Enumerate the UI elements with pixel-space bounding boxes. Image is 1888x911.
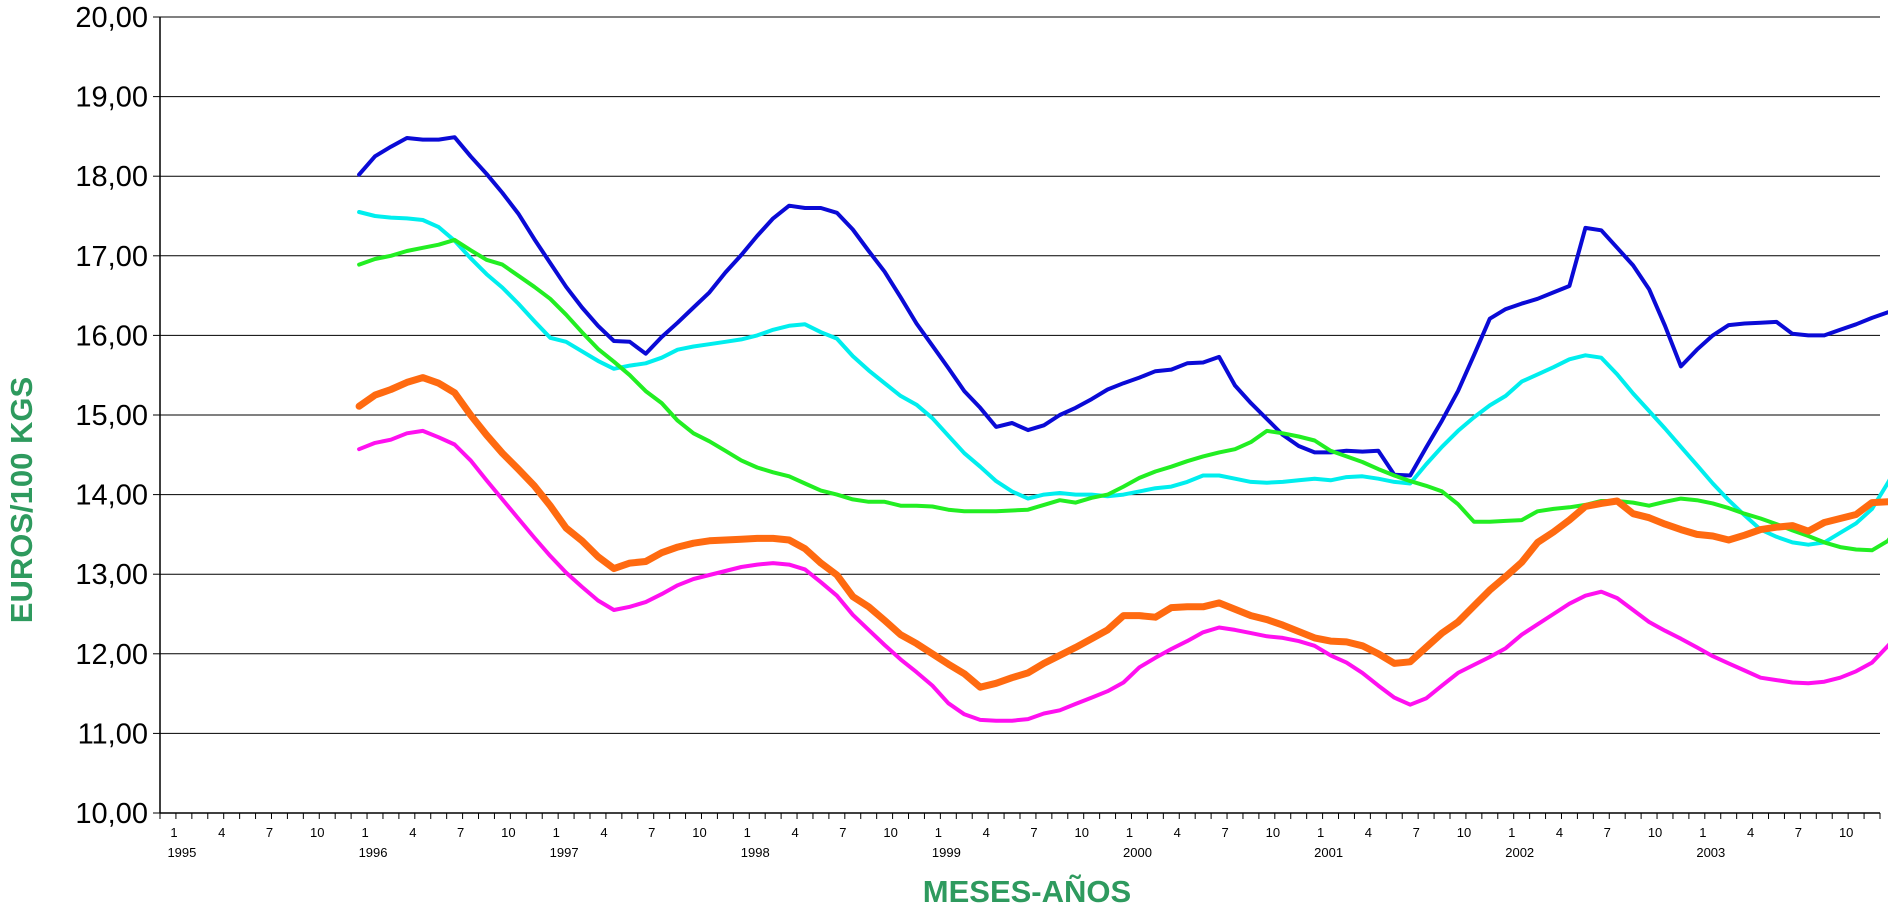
x-month-label: 7 — [266, 825, 273, 840]
x-month-label: 10 — [1839, 825, 1853, 840]
x-year-label: 2003 — [1696, 845, 1725, 860]
x-month-label: 1 — [553, 825, 560, 840]
gridlines — [160, 16, 1880, 814]
x-month-label: 7 — [1413, 825, 1420, 840]
y-axis-title: EUROS/100 KGS — [4, 377, 39, 623]
x-month-label: 4 — [983, 825, 990, 840]
x-month-label: 7 — [648, 825, 655, 840]
x-month-label: 4 — [1365, 825, 1372, 840]
x-month-label: 10 — [310, 825, 324, 840]
y-tick-label: 11,00 — [78, 718, 148, 750]
x-month-label: 10 — [501, 825, 515, 840]
x-axis-title: MESES-AÑOS — [923, 874, 1131, 909]
x-month-label: 1 — [1126, 825, 1133, 840]
x-month-label: 7 — [1604, 825, 1611, 840]
x-month-label: 7 — [1795, 825, 1802, 840]
series-line-1 — [357, 135, 1888, 478]
x-year-label: 1998 — [741, 845, 770, 860]
y-tick-label: 14,00 — [75, 480, 148, 512]
series-line-3 — [357, 237, 1888, 553]
series-lines — [355, 135, 1888, 723]
x-year-label: 2001 — [1314, 845, 1343, 860]
x-month-label: 10 — [692, 825, 706, 840]
x-month-label: 10 — [1266, 825, 1280, 840]
x-month-label: 4 — [218, 825, 225, 840]
x-year-label: 1996 — [359, 845, 388, 860]
x-year-label: 2002 — [1505, 845, 1534, 860]
x-month-label: 10 — [883, 825, 897, 840]
x-month-label: 1 — [935, 825, 942, 840]
x-month-label: 1 — [170, 825, 177, 840]
x-month-label: 10 — [1075, 825, 1089, 840]
x-month-label: 7 — [1030, 825, 1037, 840]
y-axis-ticks: 10,00 11,00 12,00 13,00 14,00 15,00 16,00 17,00… — [75, 2, 160, 830]
x-month-label: 10 — [1457, 825, 1471, 840]
y-tick-label: 16,00 — [75, 320, 148, 352]
x-month-label: 1 — [1508, 825, 1515, 840]
y-tick-label: 12,00 — [75, 639, 148, 671]
x-month-label: 1 — [1317, 825, 1324, 840]
x-month-label: 7 — [457, 825, 464, 840]
x-axis-ticks: 1 4 7 10 1995 1 4 7 10 1996 1 4 7 10 1997 1 4 7 10 1998 1 4 7 1… — [159, 813, 1881, 860]
y-tick-label: 10,00 — [75, 798, 148, 830]
axes — [159, 17, 1880, 814]
x-month-label: 7 — [839, 825, 846, 840]
y-tick-label: 13,00 — [75, 559, 148, 591]
x-month-label: 4 — [1174, 825, 1181, 840]
series-line-2 — [357, 210, 1888, 547]
x-year-label: 1999 — [932, 845, 961, 860]
x-month-label: 4 — [1556, 825, 1563, 840]
x-year-label: 1997 — [550, 845, 579, 860]
x-month-label: 4 — [600, 825, 607, 840]
x-month-label: 1 — [744, 825, 751, 840]
series-line-5 — [357, 428, 1888, 723]
x-month-label: 4 — [1747, 825, 1754, 840]
x-year-label: 2000 — [1123, 845, 1152, 860]
y-tick-label: 18,00 — [75, 161, 148, 193]
y-tick-label: 19,00 — [75, 82, 148, 114]
x-month-label: 4 — [409, 825, 416, 840]
x-year-label: 1995 — [167, 845, 196, 860]
y-tick-label: 20,00 — [75, 2, 148, 34]
x-month-label: 10 — [1648, 825, 1662, 840]
y-tick-label: 15,00 — [75, 400, 148, 432]
x-month-label: 7 — [1221, 825, 1228, 840]
x-month-label: 4 — [791, 825, 798, 840]
x-month-label: 1 — [361, 825, 368, 840]
series-line-4 — [355, 374, 1888, 691]
x-month-label: 1 — [1699, 825, 1706, 840]
y-tick-label: 17,00 — [75, 241, 148, 273]
